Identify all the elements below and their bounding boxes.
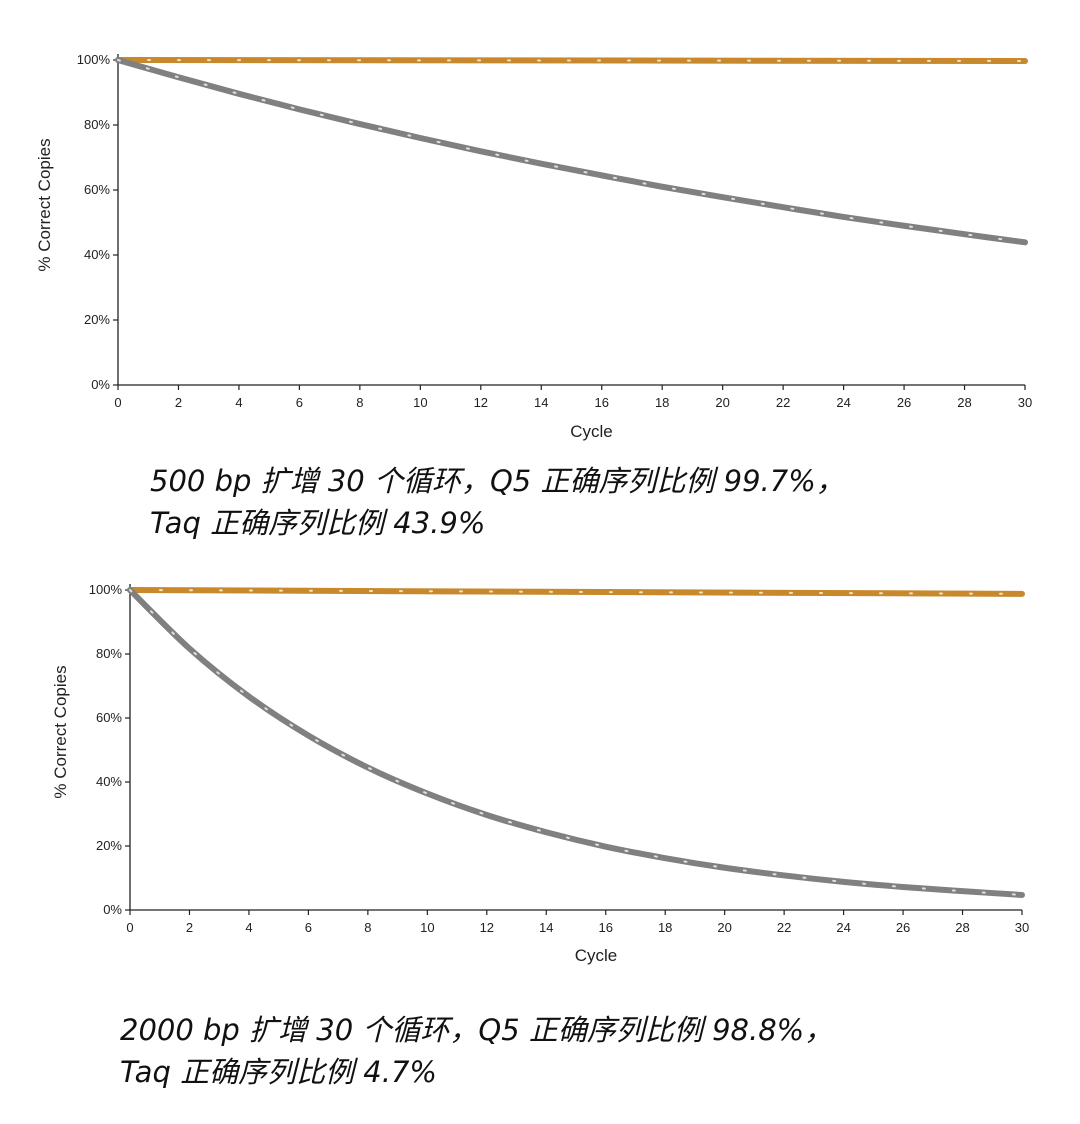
- series-dash-1: [117, 59, 1026, 244]
- caption-line-1: 2000 bp 扩增 30 个循环，Q5 正确序列比例 98.8%，: [120, 1013, 834, 1047]
- caption-2000bp: 2000 bp 扩增 30 个循环，Q5 正确序列比例 98.8%， Taq 正…: [120, 1009, 833, 1093]
- x-tick-label: 20: [717, 920, 731, 935]
- x-tick-label: 2: [175, 395, 182, 410]
- series-dash-1: [129, 589, 1023, 896]
- x-tick-label: 8: [356, 395, 363, 410]
- series-dash-0: [117, 59, 1026, 62]
- caption-line-1: 500 bp 扩增 30 个循环，Q5 正确序列比例 99.7%，: [150, 464, 845, 498]
- x-tick-label: 16: [594, 395, 608, 410]
- x-tick-label: 8: [364, 920, 371, 935]
- y-tick-label: 80%: [84, 117, 110, 132]
- x-tick-label: 28: [955, 920, 969, 935]
- y-tick-label: 60%: [96, 710, 122, 725]
- x-tick-label: 30: [1015, 920, 1029, 935]
- x-tick-label: 26: [897, 395, 911, 410]
- chart-500bp: 0% 20% 40% 60% 80% 100% 0 2 4 6 8 10 12 14 16 18 20 22 24 2…: [0, 0, 1080, 450]
- y-tick-label: 80%: [96, 646, 122, 661]
- x-tick-label: 10: [413, 395, 427, 410]
- series-line-0: [115, 57, 1028, 64]
- x-tick-label: 26: [896, 920, 910, 935]
- x-tick-label: 12: [480, 920, 494, 935]
- caption-500bp: 500 bp 扩增 30 个循环，Q5 正确序列比例 99.7%， Taq 正确…: [150, 460, 845, 544]
- y-tick-label: 40%: [84, 247, 110, 262]
- x-tick-label: 20: [715, 395, 729, 410]
- y-tick-label: 20%: [96, 838, 122, 853]
- plot-svg: 0%20%40%60%80%100%0 2 4 6 8 10 12 14 16 18 20 22 24 2…: [51, 582, 1029, 965]
- chart-2000bp: 0% 20% 40% 60% 80% 100% 0 2 4 6 8 10 12 14 16 18 20 22 24 2…: [0, 540, 1080, 980]
- series-line-0: [127, 587, 1025, 597]
- x-tick-label: 6: [296, 395, 303, 410]
- x-tick-label: 28: [957, 395, 971, 410]
- plot-svg: 0%20%40%60%80%100%0 2 4 6 8 10 12 14 16 18 20 22 24 2…: [35, 52, 1032, 441]
- x-axis-label: Cycle: [575, 946, 618, 965]
- caption-line-2: Taq 正确序列比例 4.7%: [120, 1055, 437, 1089]
- x-tick-label: 4: [235, 395, 242, 410]
- x-tick-label: 4: [245, 920, 252, 935]
- x-tick-label: 18: [658, 920, 672, 935]
- y-tick-label: 100%: [89, 582, 123, 597]
- x-tick-label: 0: [114, 395, 121, 410]
- x-tick-label: 12: [474, 395, 488, 410]
- y-tick-label: 0%: [103, 902, 122, 917]
- series-line-1: [127, 587, 1025, 898]
- y-tick-label: 60%: [84, 182, 110, 197]
- x-tick-label: 30: [1018, 395, 1032, 410]
- y-tick-label: 20%: [84, 312, 110, 327]
- y-tick-label: 100%: [77, 52, 111, 67]
- x-axis-label: Cycle: [570, 422, 613, 441]
- x-tick-label: 14: [539, 920, 553, 935]
- x-tick-label: 16: [598, 920, 612, 935]
- x-tick-label: 18: [655, 395, 669, 410]
- y-tick-label: 40%: [96, 774, 122, 789]
- caption-line-2: Taq 正确序列比例 43.9%: [150, 506, 486, 540]
- x-tick-label: 10: [420, 920, 434, 935]
- x-tick-label: 2: [186, 920, 193, 935]
- x-tick-label: 6: [305, 920, 312, 935]
- x-tick-label: 22: [776, 395, 790, 410]
- x-tick-label: 22: [777, 920, 791, 935]
- x-tick-label: 24: [836, 920, 850, 935]
- y-tick-label: 0%: [91, 377, 110, 392]
- series-line-1: [115, 57, 1028, 246]
- x-tick-label: 14: [534, 395, 548, 410]
- y-axis-label: % Correct Copies: [35, 138, 54, 271]
- y-axis-label: % Correct Copies: [51, 665, 70, 798]
- x-tick-label: 24: [836, 395, 850, 410]
- x-tick-label: 0: [126, 920, 133, 935]
